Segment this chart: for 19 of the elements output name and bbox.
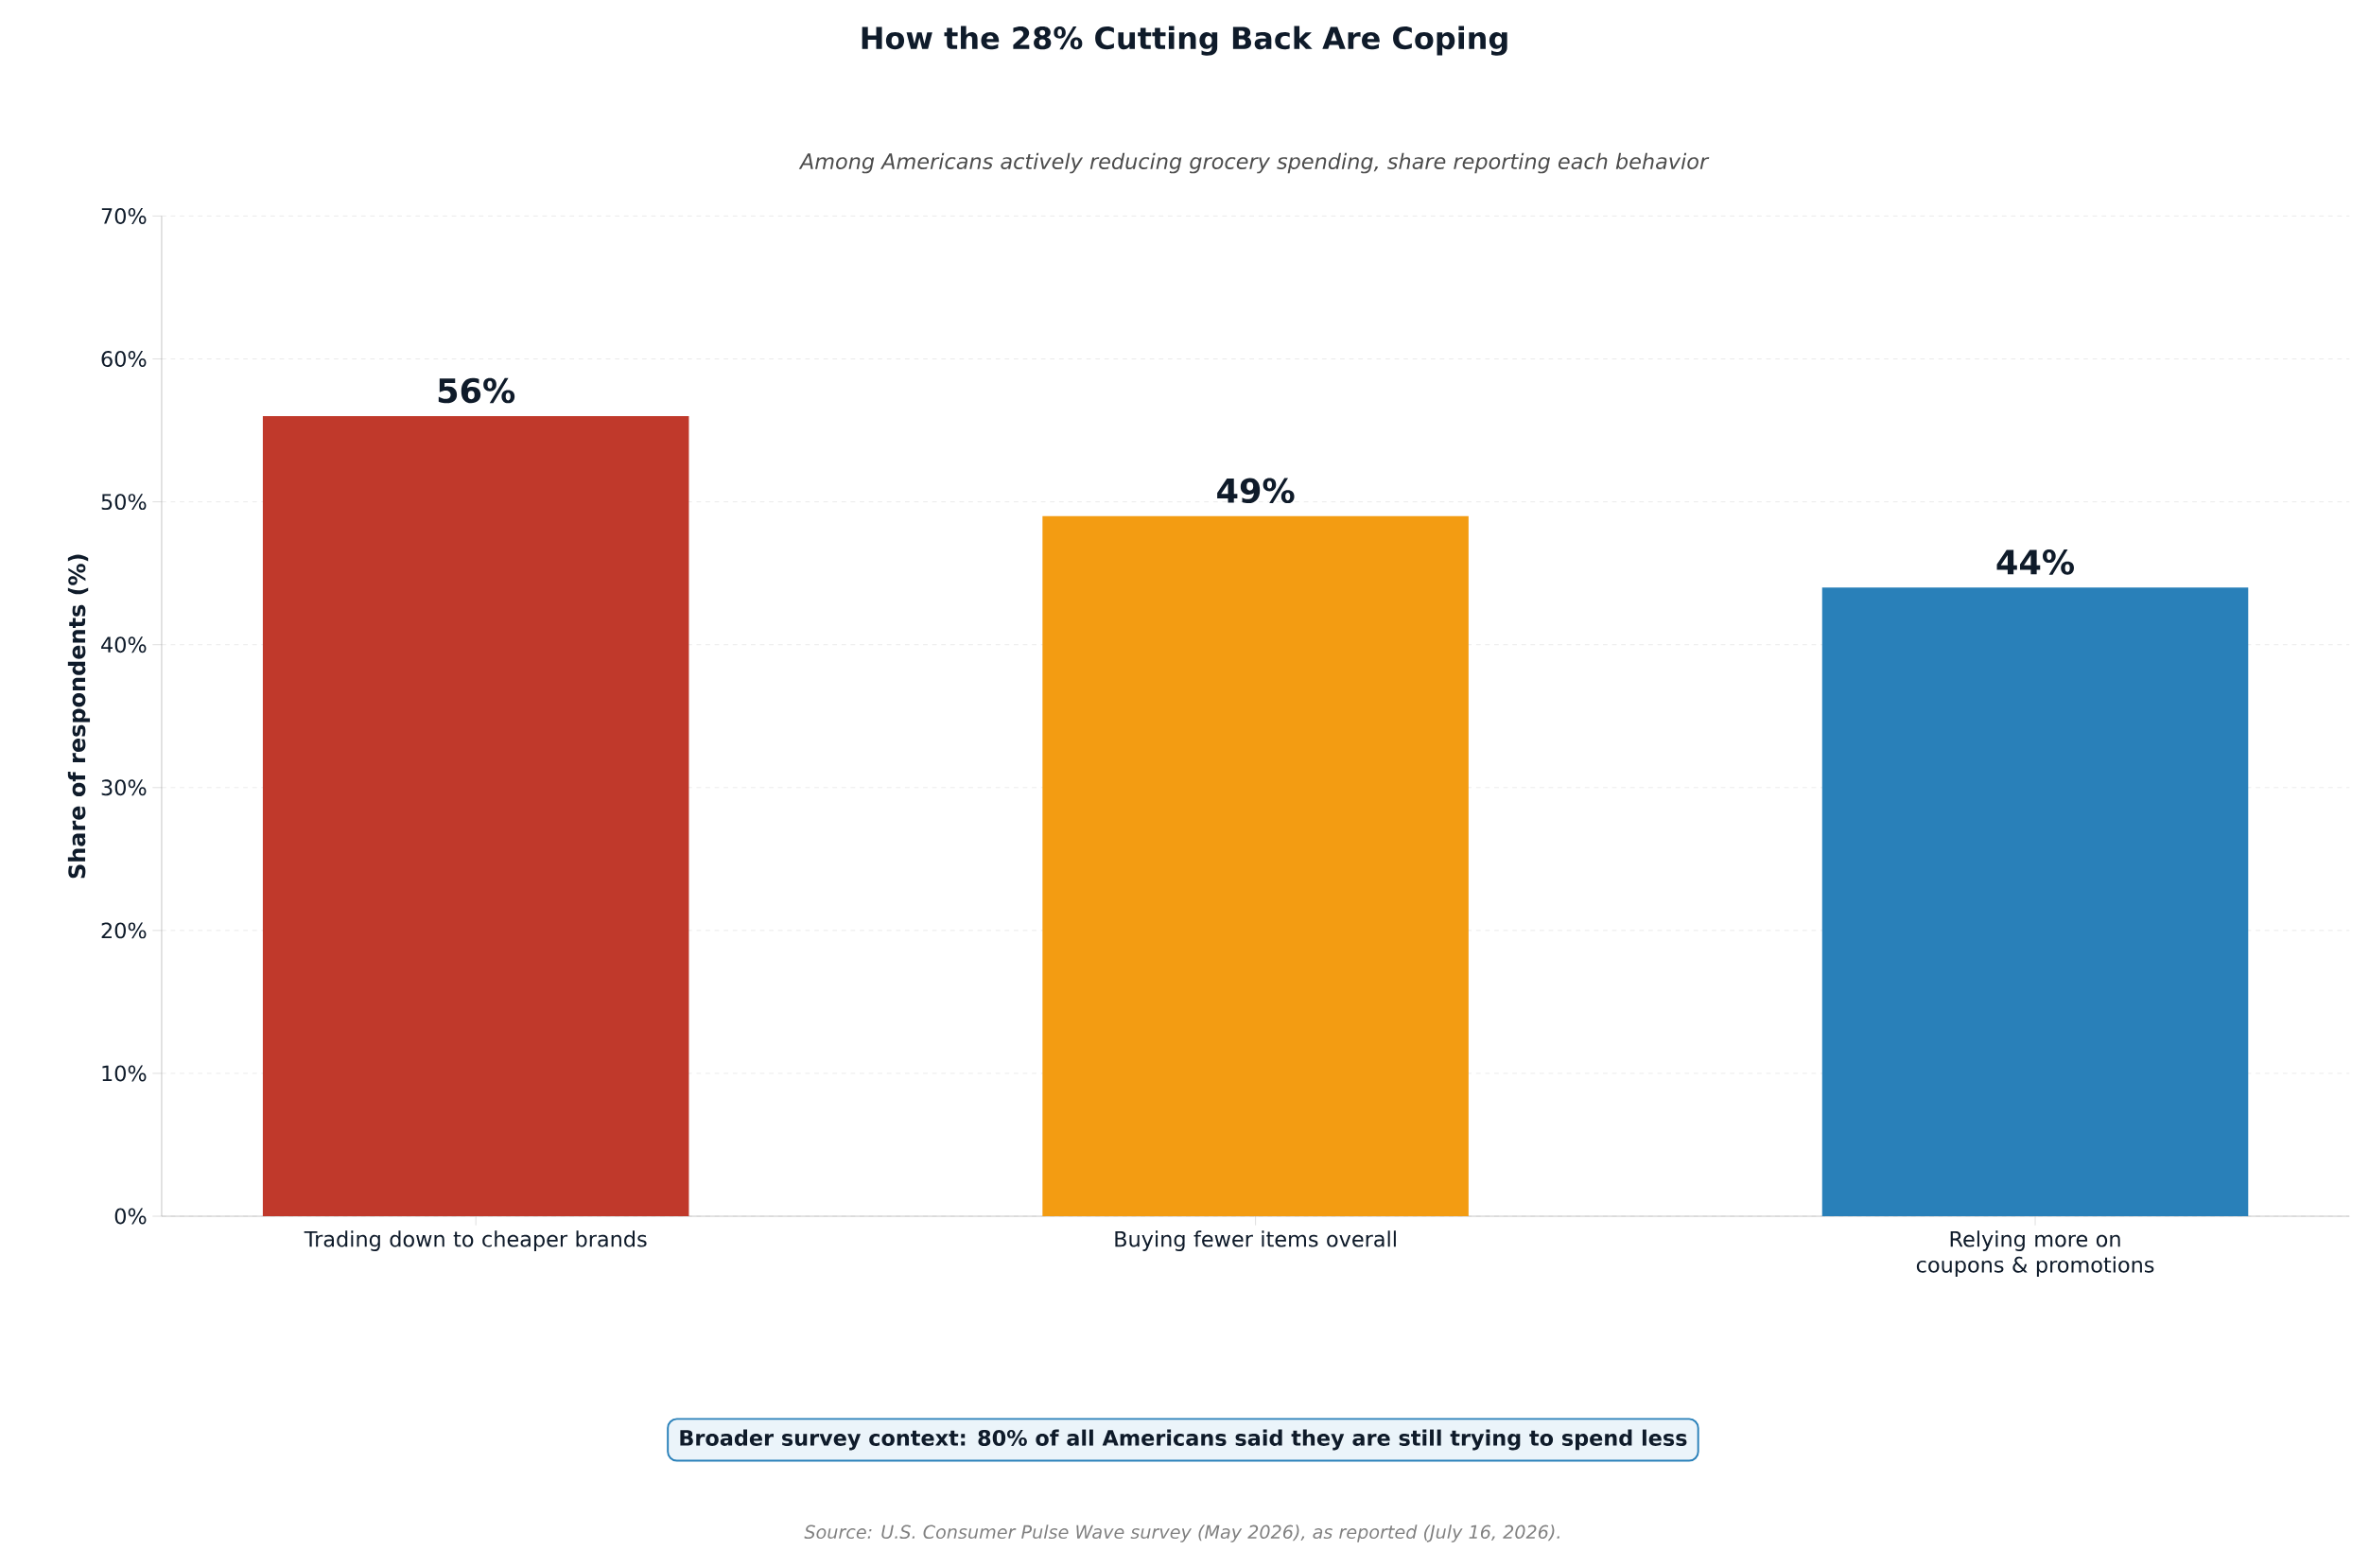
y-tick-label: 50%: [101, 494, 147, 510]
x-tick-label: Buying fewer items overall: [1115, 1230, 1396, 1251]
y-tick-label: 10%: [102, 1065, 147, 1082]
y-tick-label: 0%: [114, 1208, 147, 1225]
x-tick-label: Relying more on coupons & promotions: [1916, 1230, 2154, 1277]
source-note: Source: U.S. Consumer Pulse Wave survey (May 2026), as reported (July 16, 2026).: [804, 1524, 1559, 1542]
y-tick-label: 70%: [101, 207, 147, 224]
y-tick-label: 20%: [101, 922, 147, 939]
chart-title: How the 28% Cutting Back Are Coping: [862, 26, 1507, 56]
x-tick-label: Trading down to cheaper brands: [304, 1230, 647, 1251]
data-label: 44%: [1996, 549, 2074, 575]
y-axis-title: Share of respondents (%): [67, 554, 91, 879]
data-label: 49%: [1217, 478, 1295, 503]
y-tick-label: 40%: [101, 636, 147, 653]
data-label: 56%: [438, 377, 515, 404]
y-tick-label: 60%: [101, 350, 147, 367]
text: Broader survey context: 80% of all Americans said they are still trying to spend less: [680, 1429, 1687, 1451]
chart-subtitle: Among Americans actively reducing grocery spending, share reporting each behavior: [798, 152, 1710, 174]
y-tick-label: 30%: [101, 779, 147, 796]
